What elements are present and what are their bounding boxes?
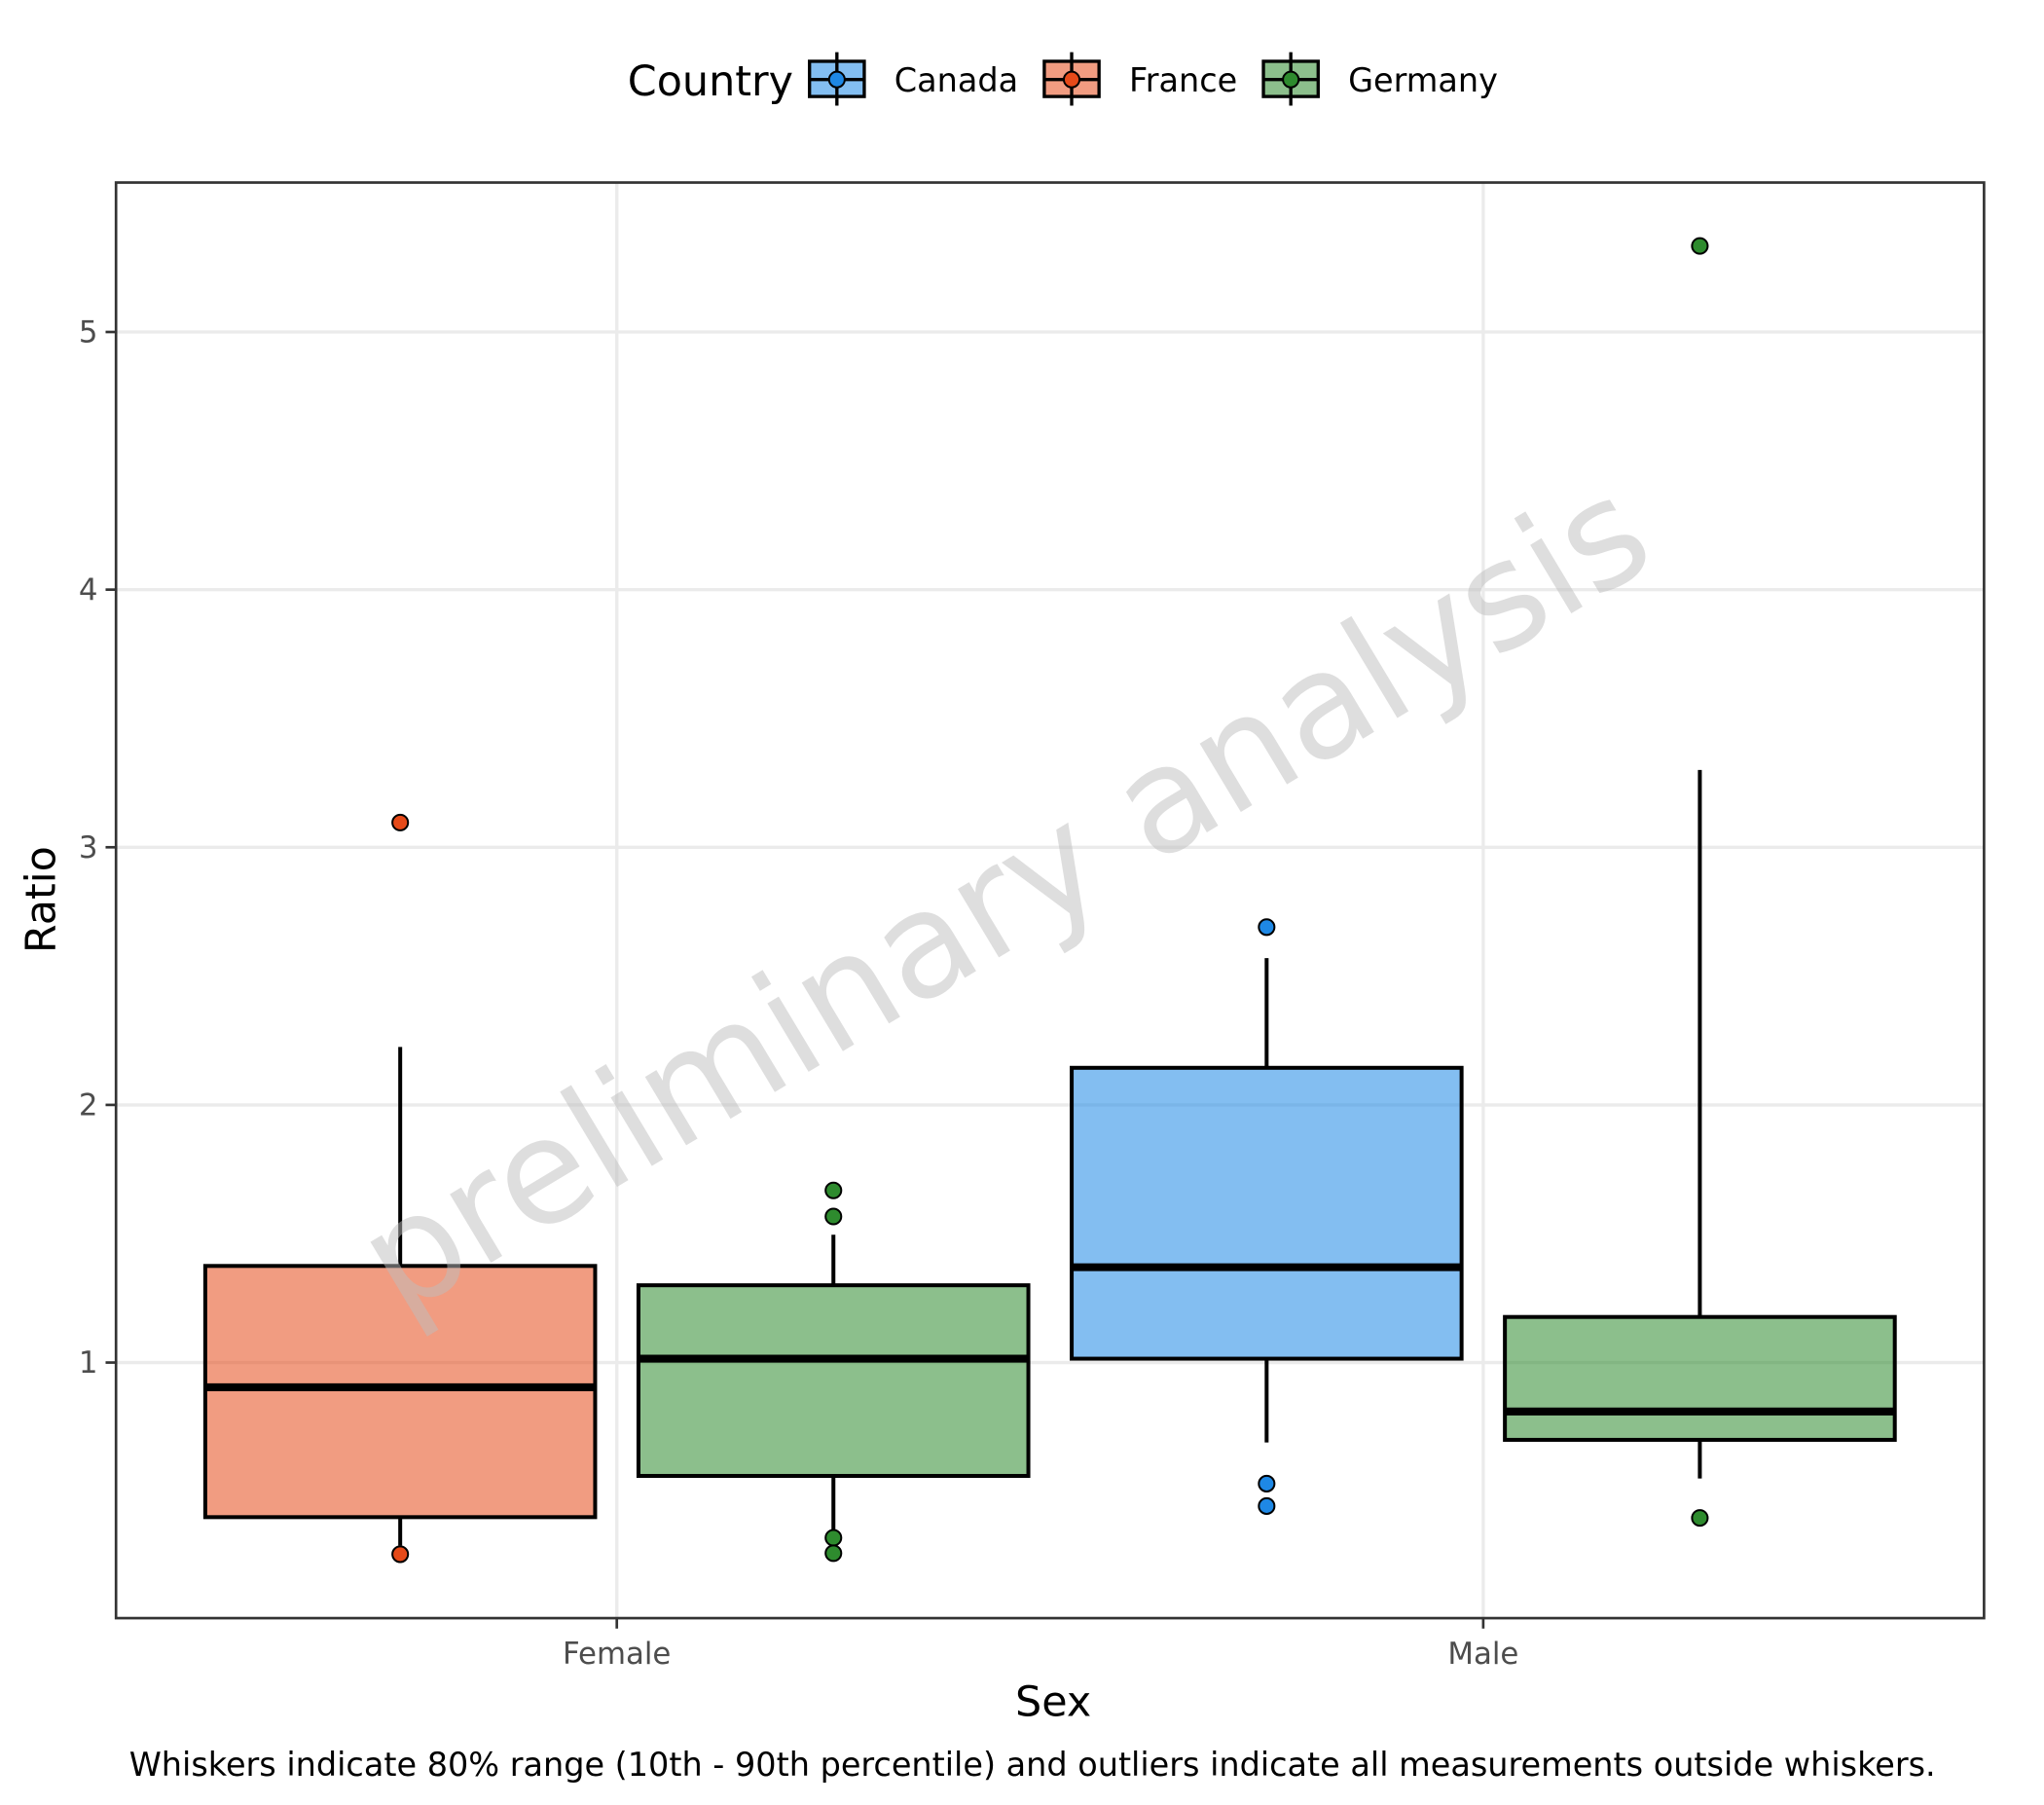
outlier bbox=[1258, 1474, 1276, 1492]
plot-border bbox=[114, 181, 1986, 1620]
legend-key-point bbox=[1282, 70, 1300, 89]
box bbox=[1503, 1314, 1897, 1442]
y-tick-label: 3 bbox=[79, 830, 98, 866]
outlier bbox=[1691, 237, 1709, 255]
legend-label: Canada bbox=[894, 61, 1018, 99]
y-tick-label: 5 bbox=[79, 315, 98, 350]
outlier bbox=[824, 1207, 843, 1226]
outlier bbox=[1258, 1496, 1276, 1515]
x-tick-label: Female bbox=[563, 1637, 671, 1672]
legend-key-point bbox=[1062, 70, 1081, 89]
legend-title: Country bbox=[628, 57, 793, 106]
y-axis-title: Ratio bbox=[17, 846, 65, 953]
box bbox=[1070, 1065, 1464, 1361]
outlier bbox=[1691, 1509, 1709, 1528]
y-tick-label: 1 bbox=[79, 1345, 98, 1381]
legend-key-point bbox=[827, 70, 846, 89]
outlier bbox=[824, 1181, 843, 1199]
x-axis-title: Sex bbox=[1015, 1678, 1091, 1727]
outlier bbox=[1258, 918, 1276, 937]
outlier bbox=[391, 1545, 410, 1564]
y-tick-label: 2 bbox=[79, 1088, 98, 1124]
outlier bbox=[824, 1529, 843, 1547]
caption: Whiskers indicate 80% range (10th - 90th… bbox=[129, 1746, 1936, 1784]
box bbox=[202, 1264, 598, 1520]
box bbox=[636, 1283, 1031, 1478]
legend-label: France bbox=[1129, 61, 1237, 99]
x-tick-label: Male bbox=[1447, 1637, 1518, 1672]
y-tick-label: 4 bbox=[79, 572, 98, 608]
legend-label: Germany bbox=[1348, 61, 1498, 99]
outlier bbox=[824, 1544, 843, 1563]
outlier bbox=[391, 813, 410, 831]
